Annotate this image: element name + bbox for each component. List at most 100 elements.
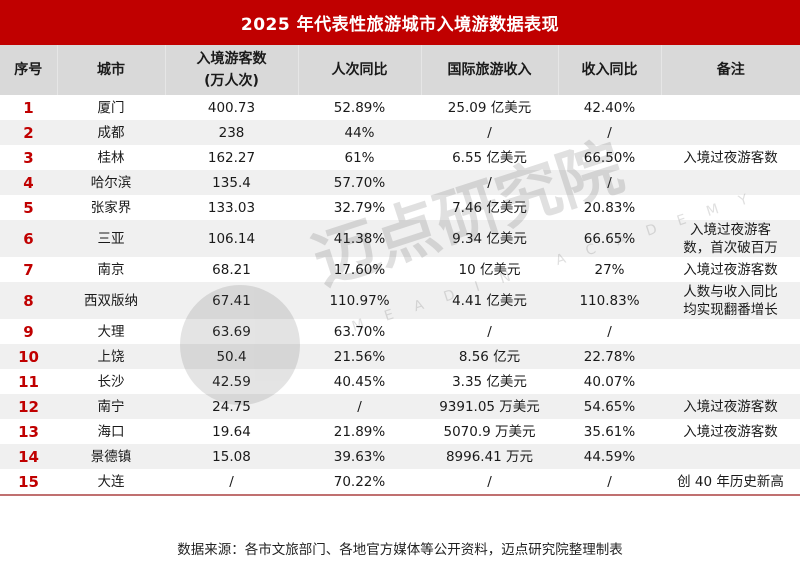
col-note: 备注	[660, 45, 800, 95]
note-cell: 人数与收入同比 均实现翻番增长	[661, 282, 800, 319]
table-row: 9 大理 63.69 63.70% / /	[0, 319, 800, 344]
rank-cell: 9	[0, 319, 57, 344]
revenue-yoy-cell: 66.50%	[558, 145, 661, 170]
visitor-yoy-cell: 21.89%	[298, 419, 421, 444]
table-row: 2 成都 238 44% / /	[0, 120, 800, 145]
note-cell	[661, 319, 800, 344]
visitors-cell: 106.14	[165, 220, 298, 257]
revenue-yoy-cell: /	[558, 319, 661, 344]
visitors-cell: 67.41	[165, 282, 298, 319]
city-cell: 厦门	[57, 95, 165, 120]
rank-cell: 10	[0, 344, 57, 369]
table-row: 5 张家界 133.03 32.79% 7.46 亿美元 20.83%	[0, 195, 800, 220]
table-row: 15 大连 / 70.22% / / 创 40 年历史新高	[0, 469, 800, 496]
revenue-yoy-cell: 27%	[558, 257, 661, 282]
visitors-cell: 63.69	[165, 319, 298, 344]
city-cell: 桂林	[57, 145, 165, 170]
revenue-yoy-cell: 44.59%	[558, 444, 661, 469]
note-line: 人数与收入同比	[683, 283, 778, 300]
note-cell	[661, 120, 800, 145]
city-cell: 南京	[57, 257, 165, 282]
revenue-cell: 3.35 亿美元	[421, 369, 558, 394]
visitors-cell: 133.03	[165, 195, 298, 220]
note-cell	[661, 95, 800, 120]
city-cell: 长沙	[57, 369, 165, 394]
header-row: 序号 城市 入境游客数 (万人次) 人次同比 国际旅游收入 收入同比 备注	[0, 45, 800, 95]
table-row: 7 南京 68.21 17.60% 10 亿美元 27% 入境过夜游客数	[0, 257, 800, 282]
table-row: 6 三亚 106.14 41.38% 9.34 亿美元 66.65% 入境过夜游…	[0, 220, 800, 257]
title-text: 2025 年代表性旅游城市入境游数据表现	[240, 15, 560, 35]
note-cell	[661, 170, 800, 195]
revenue-yoy-cell: 66.65%	[558, 220, 661, 257]
revenue-cell: 8996.41 万元	[421, 444, 558, 469]
rank-cell: 14	[0, 444, 57, 469]
visitor-yoy-cell: 70.22%	[298, 469, 421, 496]
revenue-cell: /	[421, 469, 558, 496]
visitor-yoy-cell: /	[298, 394, 421, 419]
visitor-yoy-cell: 40.45%	[298, 369, 421, 394]
visitors-cell: 400.73	[165, 95, 298, 120]
note-line: 数，首次破百万	[683, 239, 778, 256]
note-cell	[661, 369, 800, 394]
revenue-yoy-cell: /	[558, 120, 661, 145]
revenue-cell: 4.41 亿美元	[421, 282, 558, 319]
note-line: 均实现翻番增长	[683, 301, 778, 318]
visitors-cell: 238	[165, 120, 298, 145]
rank-cell: 3	[0, 145, 57, 170]
visitor-yoy-cell: 41.38%	[298, 220, 421, 257]
revenue-cell: 9391.05 万美元	[421, 394, 558, 419]
city-cell: 上饶	[57, 344, 165, 369]
note-cell: 入境过夜游客数	[661, 419, 800, 444]
visitor-yoy-cell: 21.56%	[298, 344, 421, 369]
table-row: 8 西双版纳 67.41 110.97% 4.41 亿美元 110.83% 人数…	[0, 282, 800, 319]
revenue-cell: /	[421, 319, 558, 344]
col-visitors-line2: (万人次)	[204, 73, 259, 89]
rank-cell: 4	[0, 170, 57, 195]
visitor-yoy-cell: 32.79%	[298, 195, 421, 220]
col-visitors: 入境游客数 (万人次)	[164, 45, 298, 95]
visitors-cell: 68.21	[165, 257, 298, 282]
revenue-yoy-cell: /	[558, 469, 661, 496]
city-cell: 南宁	[57, 394, 165, 419]
rank-cell: 2	[0, 120, 57, 145]
visitors-cell: 135.4	[165, 170, 298, 195]
col-visitor-yoy: 人次同比	[297, 45, 421, 95]
col-revenue-yoy: 收入同比	[557, 45, 661, 95]
inbound-tourism-table: 序号 城市 入境游客数 (万人次) 人次同比 国际旅游收入 收入同比 备注 1 厦…	[0, 45, 800, 496]
table-row: 11 长沙 42.59 40.45% 3.35 亿美元 40.07%	[0, 369, 800, 394]
rank-cell: 11	[0, 369, 57, 394]
visitor-yoy-cell: 110.97%	[298, 282, 421, 319]
visitor-yoy-cell: 61%	[298, 145, 421, 170]
revenue-yoy-cell: 54.65%	[558, 394, 661, 419]
col-city: 城市	[56, 45, 165, 95]
city-cell: 哈尔滨	[57, 170, 165, 195]
city-cell: 三亚	[57, 220, 165, 257]
city-cell: 海口	[57, 419, 165, 444]
visitors-cell: 24.75	[165, 394, 298, 419]
col-visitors-line1: 入境游客数	[196, 51, 267, 67]
rank-cell: 12	[0, 394, 57, 419]
note-cell: 入境过夜游客数	[661, 394, 800, 419]
visitor-yoy-cell: 52.89%	[298, 95, 421, 120]
revenue-cell: 5070.9 万美元	[421, 419, 558, 444]
col-rank: 序号	[0, 45, 57, 95]
visitor-yoy-cell: 44%	[298, 120, 421, 145]
note-cell: 入境过夜游客数	[661, 145, 800, 170]
city-cell: 成都	[57, 120, 165, 145]
revenue-cell: 8.56 亿元	[421, 344, 558, 369]
table-row: 4 哈尔滨 135.4 57.70% / /	[0, 170, 800, 195]
visitors-cell: 42.59	[165, 369, 298, 394]
note-cell	[661, 444, 800, 469]
visitors-cell: 19.64	[165, 419, 298, 444]
rank-cell: 5	[0, 195, 57, 220]
visitors-cell: 162.27	[165, 145, 298, 170]
table-row: 3 桂林 162.27 61% 6.55 亿美元 66.50% 入境过夜游客数	[0, 145, 800, 170]
data-source-note: 数据来源：各市文旅部门、各地官方媒体等公开资料，迈点研究院整理制表	[0, 536, 800, 560]
revenue-cell: /	[421, 120, 558, 145]
city-cell: 大连	[57, 469, 165, 496]
visitors-cell: 15.08	[165, 444, 298, 469]
revenue-yoy-cell: 20.83%	[558, 195, 661, 220]
visitor-yoy-cell: 17.60%	[298, 257, 421, 282]
revenue-cell: 6.55 亿美元	[421, 145, 558, 170]
revenue-cell: 25.09 亿美元	[421, 95, 558, 120]
